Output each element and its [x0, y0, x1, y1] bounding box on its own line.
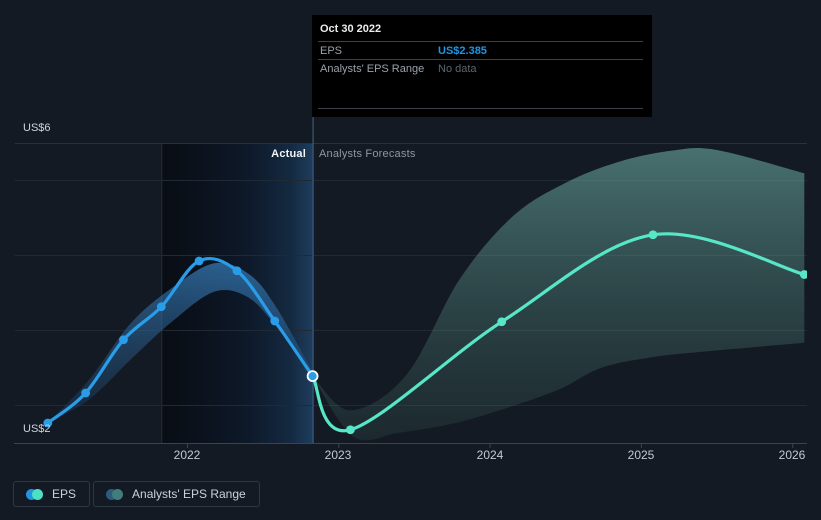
x-tick-label-2022: 2022 — [173, 448, 201, 462]
tooltip-eps-label: EPS — [320, 44, 343, 57]
eps-data-point[interactable] — [232, 266, 242, 276]
eps-forecast-data-point[interactable] — [648, 230, 658, 240]
legend-item-analysts-eps-range[interactable]: Analysts' EPS Range — [93, 481, 260, 507]
eps-forecast-data-point[interactable] — [799, 270, 809, 279]
eps-tooltip: Oct 30 2022 EPS US$2.385 Analysts' EPS R… — [312, 15, 652, 117]
tooltip-divider — [318, 59, 643, 60]
tooltip-range-row: Analysts' EPS Range No data — [312, 60, 652, 77]
eps-data-point[interactable] — [81, 388, 91, 398]
eps-forecast-data-point[interactable] — [346, 425, 355, 435]
tooltip-divider — [318, 41, 643, 42]
actual-period-label: Actual — [271, 148, 306, 160]
eps-forecast-line — [311, 232, 806, 433]
eps-data-point[interactable] — [156, 302, 166, 312]
eps-data-point[interactable] — [270, 316, 280, 326]
y-axis-max-label: US$6 — [23, 122, 51, 134]
tooltip-divider — [318, 108, 643, 109]
actual-eps-range-band — [47, 262, 313, 423]
x-tick-label-2025: 2025 — [627, 448, 655, 462]
eps-data-point[interactable] — [194, 256, 204, 266]
eps-data-point[interactable] — [43, 418, 53, 428]
tooltip-eps-row: EPS US$2.385 — [312, 42, 652, 59]
eps-forecast-data-point[interactable] — [497, 317, 507, 327]
eps-data-point[interactable] — [119, 335, 128, 345]
x-tick-label-2023: 2023 — [324, 448, 352, 462]
analysts-range-swatch-icon — [106, 488, 124, 500]
eps-series-swatch-icon — [26, 488, 43, 500]
x-tick-label-2024: 2024 — [476, 448, 504, 462]
legend-range-label: Analysts' EPS Range — [132, 487, 246, 501]
x-tick-label-2026: 2026 — [778, 448, 806, 462]
tooltip-spacer — [312, 77, 652, 108]
tooltip-range-label: Analysts' EPS Range — [320, 62, 425, 75]
chart-legend: EPS Analysts' EPS Range — [13, 481, 260, 507]
tooltip-eps-value: US$2.385 — [438, 44, 487, 57]
forecast-period-label: Analysts Forecasts — [319, 148, 416, 160]
analysts-eps-range-band — [312, 148, 805, 441]
legend-eps-label: EPS — [52, 487, 77, 501]
tooltip-date: Oct 30 2022 — [320, 23, 382, 35]
legend-item-eps[interactable]: EPS — [13, 481, 91, 507]
selected-data-point[interactable] — [306, 370, 319, 383]
tooltip-range-value: No data — [438, 62, 477, 75]
y-axis-min-label: US$2 — [23, 423, 51, 435]
